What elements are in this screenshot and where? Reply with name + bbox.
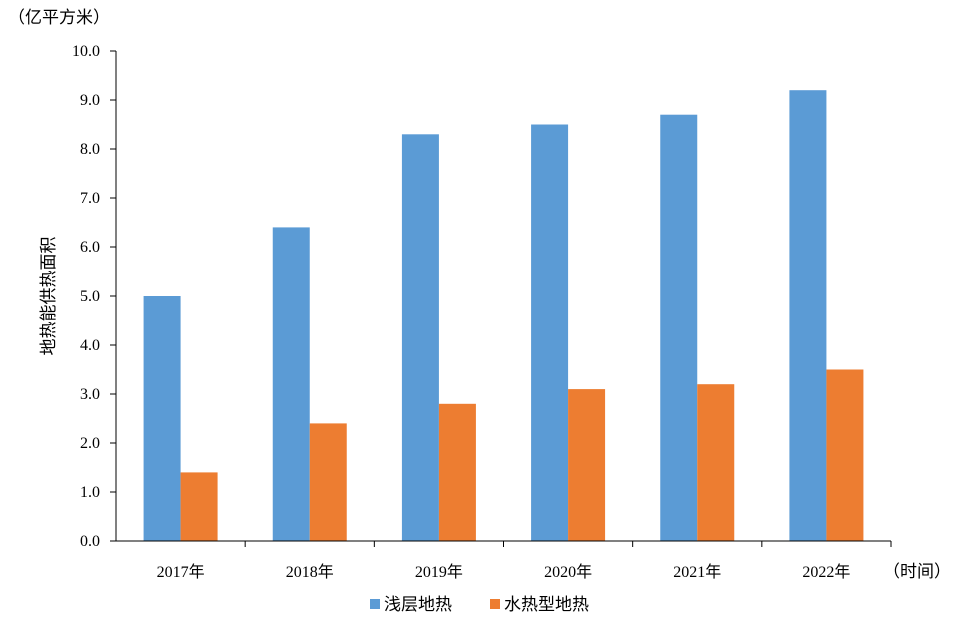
legend-label-1: 水热型地热	[504, 595, 589, 615]
y-axis-label: 地热能供热面积	[39, 237, 59, 356]
bar-hydrothermal-2020年	[568, 389, 606, 541]
y-tick-label: 0.0	[80, 533, 100, 550]
y-tick-label: 7.0	[80, 190, 100, 207]
bars	[143, 90, 864, 542]
x-axis-ticks: 2017年 2018年 2019年 2020年 2021年 2022年	[157, 541, 892, 581]
bar-hydrothermal-2022年	[826, 369, 864, 541]
y-tick-label: 6.0	[80, 239, 100, 256]
y-tick-label: 2.0	[80, 435, 100, 452]
y-unit-label: （亿平方米）	[8, 8, 110, 28]
legend-label-0: 浅层地热	[384, 595, 452, 615]
bar-shallow-2022年	[789, 90, 827, 541]
bar-hydrothermal-2021年	[697, 384, 735, 541]
x-tick-label: 2020年	[544, 563, 592, 581]
x-unit-label: （时间）	[883, 562, 951, 582]
bar-shallow-2021年	[660, 114, 698, 541]
y-tick-label: 9.0	[80, 92, 100, 109]
bar-hydrothermal-2018年	[309, 423, 347, 541]
y-tick-label: 8.0	[80, 141, 100, 158]
y-tick-label: 1.0	[80, 484, 100, 501]
bar-shallow-2018年	[272, 227, 310, 541]
y-tick-label: 5.0	[80, 288, 100, 305]
x-tick-label: 2017年	[157, 563, 205, 581]
y-axis-label-group: 地热能供热面积	[39, 237, 59, 356]
y-axis-ticks: 0.0 1.0 2.0 3.0 4.0 5.0 6.0 7.0 8.0 9.0 10.0	[72, 43, 116, 550]
x-tick-label: 2021年	[673, 563, 721, 581]
bar-hydrothermal-2017年	[180, 472, 218, 541]
y-tick-label: 3.0	[80, 386, 100, 403]
legend: 浅层地热 水热型地热	[370, 595, 589, 615]
x-tick-label: 2018年	[286, 563, 334, 581]
bar-shallow-2020年	[531, 124, 569, 541]
bar-shallow-2019年	[401, 134, 439, 542]
y-tick-label: 10.0	[72, 43, 100, 60]
x-tick-label: 2019年	[415, 563, 463, 581]
bar-hydrothermal-2019年	[438, 403, 476, 541]
bar-shallow-2017年	[143, 296, 181, 541]
y-tick-label: 4.0	[80, 337, 100, 354]
legend-swatch-0	[370, 599, 380, 609]
legend-swatch-1	[490, 599, 500, 609]
x-tick-label: 2022年	[802, 563, 850, 581]
